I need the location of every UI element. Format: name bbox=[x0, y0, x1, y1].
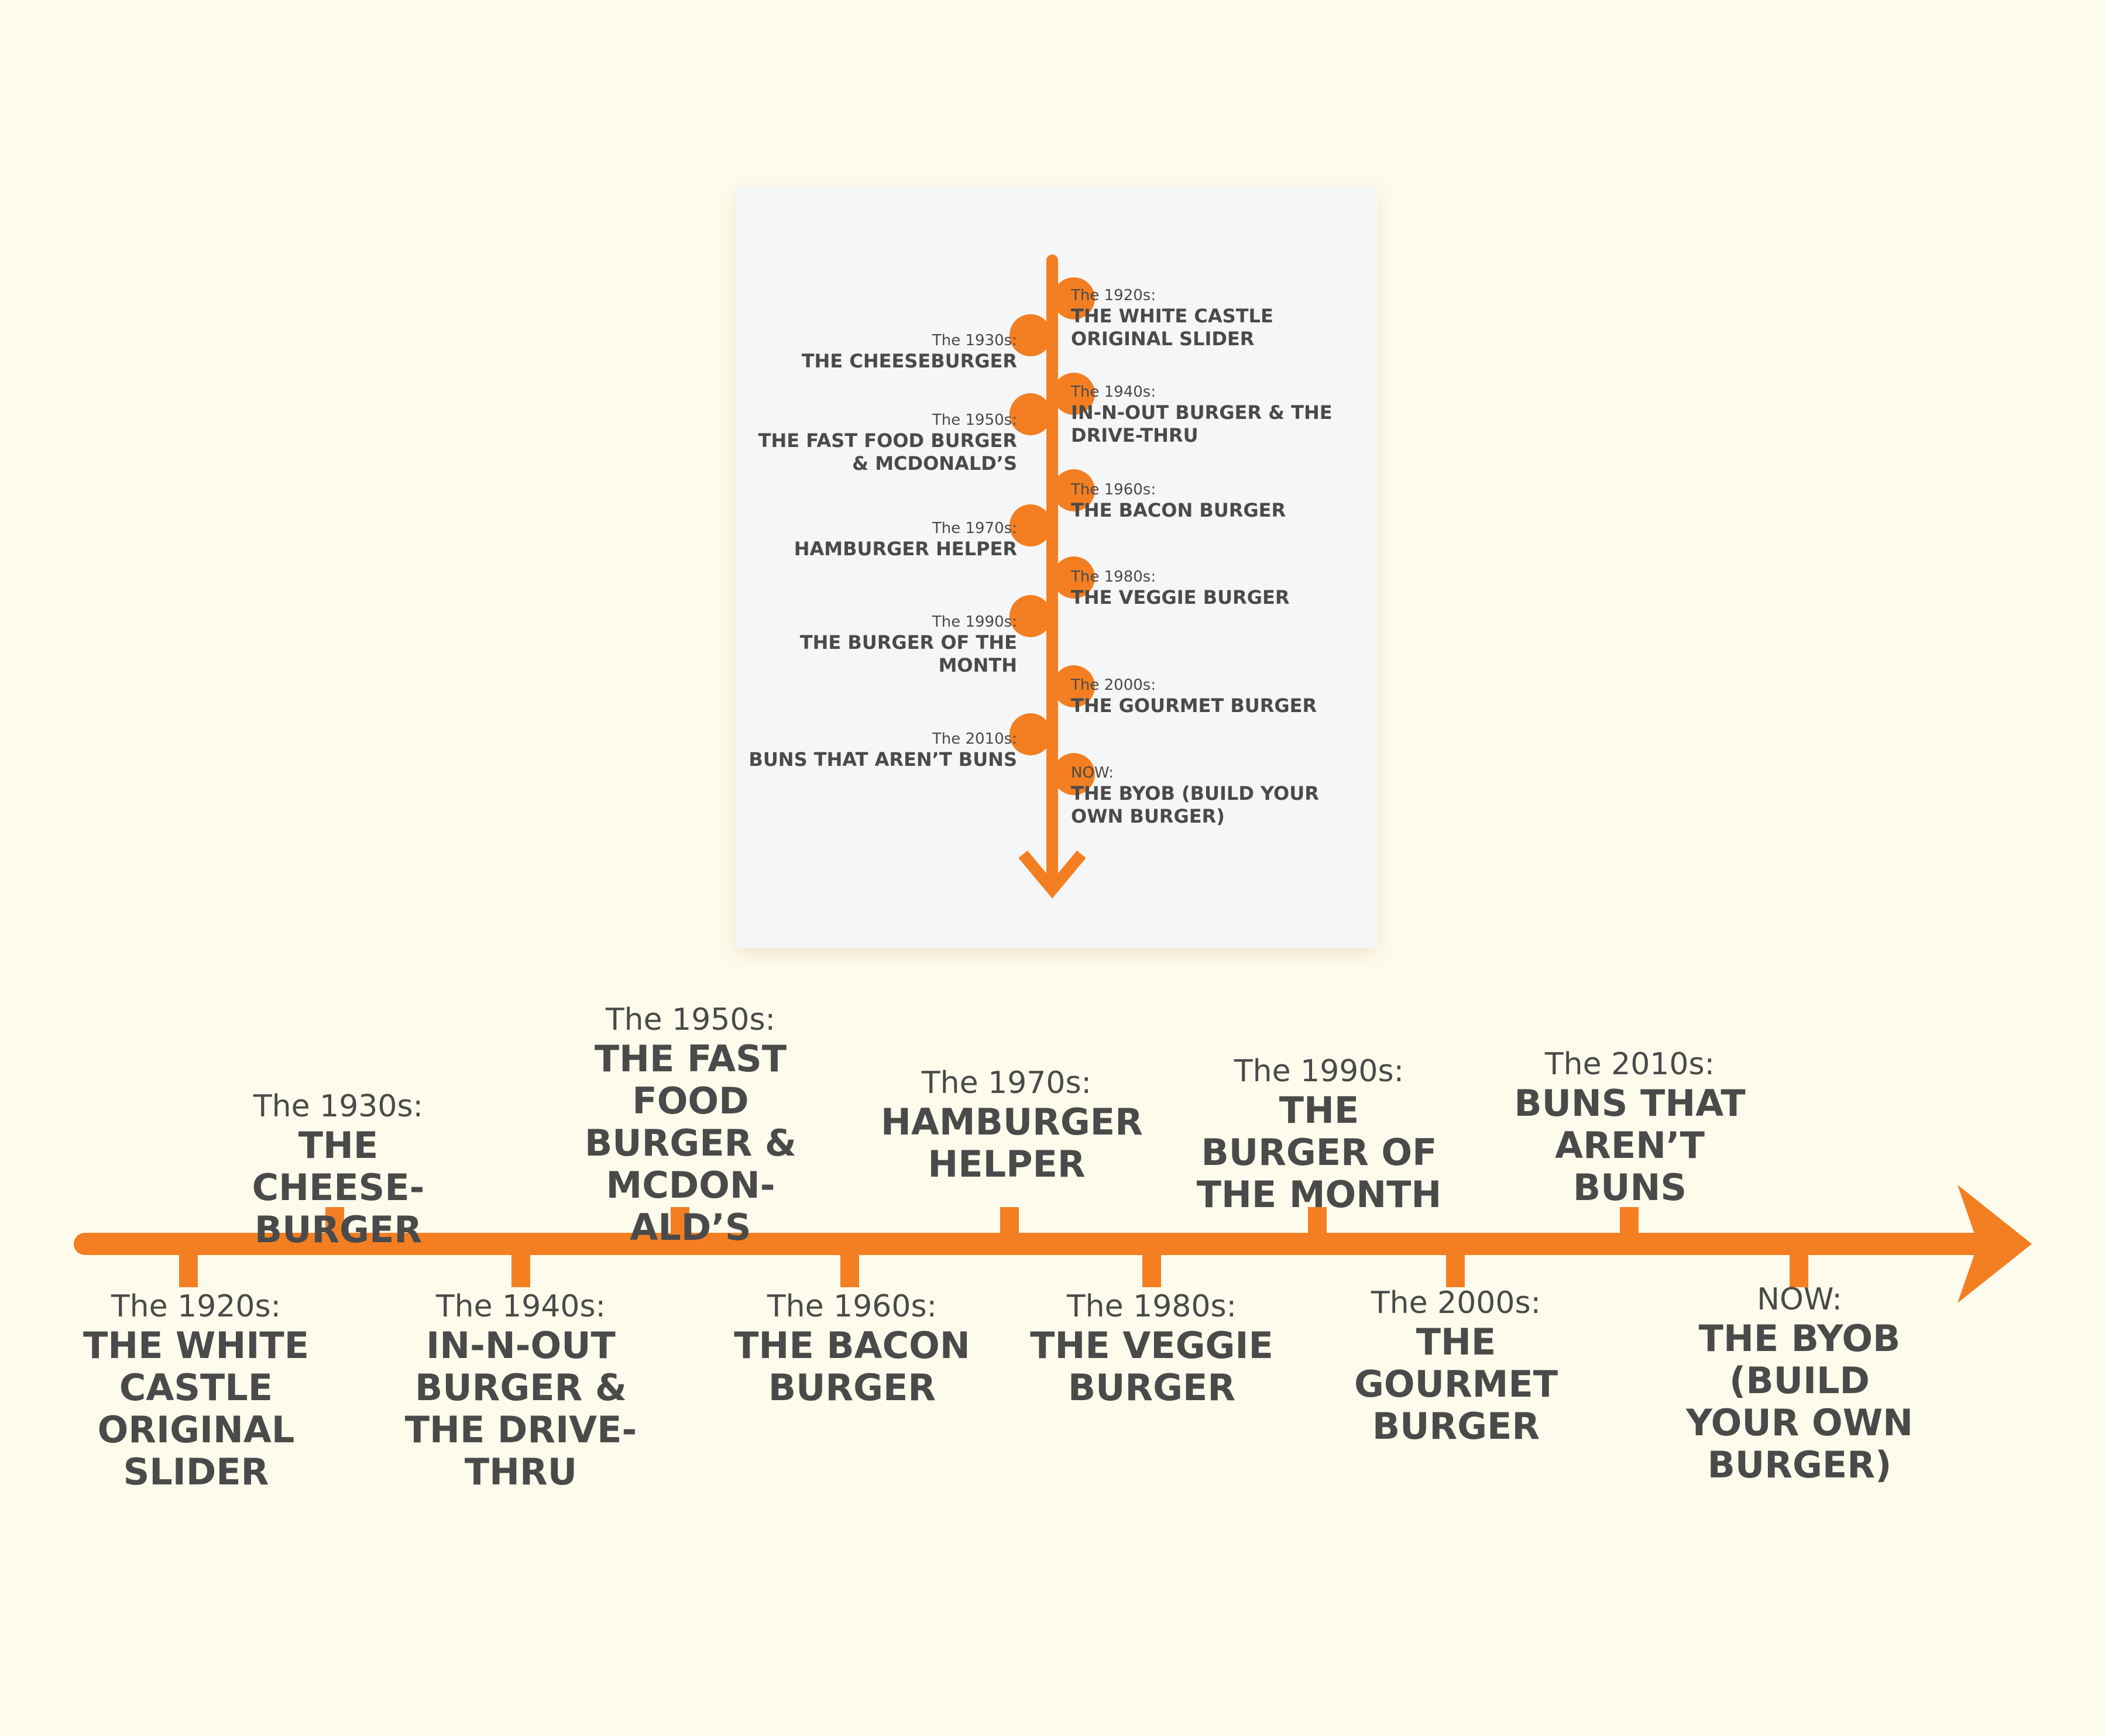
node-1940s bbox=[1053, 373, 1095, 415]
node-now bbox=[1053, 753, 1095, 795]
era-label: The 1950s: bbox=[932, 411, 1017, 429]
timeline-entry-1930s: The 1930s: THE CHEESE-BURGER bbox=[212, 1088, 464, 1251]
card-entry-1950s: The 1950s: THE FAST FOOD BURGER & MCDONA… bbox=[748, 411, 1017, 475]
card-entry-now: NOW: THE BYOB (BUILD YOUR OWN BURGER) bbox=[1071, 764, 1340, 827]
timeline-entry-1960s: The 1960s: THE BACON BURGER bbox=[726, 1288, 978, 1409]
era-label: The 1990s: bbox=[1234, 1054, 1405, 1089]
era-title: THE WHITE CASTLE ORIGINAL SLIDER bbox=[83, 1324, 310, 1494]
era-label: The 2000s: bbox=[1071, 676, 1156, 694]
era-label: The 1990s: bbox=[932, 613, 1017, 631]
node-1920s bbox=[1053, 277, 1095, 319]
era-title: THE BYOB (BUILD YOUR OWN BURGER) bbox=[1685, 1317, 1914, 1487]
node-1990s bbox=[1009, 595, 1052, 637]
era-title: THE CHEESE-BURGER bbox=[252, 1124, 425, 1252]
node-1980s bbox=[1053, 556, 1095, 599]
card-entry-1920s: The 1920s: THE WHITE CASTLE ORIGINAL SLI… bbox=[1071, 287, 1340, 350]
tick-1960s bbox=[840, 1245, 859, 1287]
era-title: THE GOURMET BURGER bbox=[1354, 1321, 1558, 1448]
era-title: BUNS THAT AREN’T BUNS bbox=[1514, 1082, 1746, 1209]
era-title: THE VEGGIE BURGER bbox=[1071, 586, 1290, 609]
card-entry-1960s: The 1960s: THE BACON BURGER bbox=[1071, 481, 1340, 522]
era-title: IN-N-OUT BURGER & THE DRIVE-THRU bbox=[404, 1324, 637, 1494]
era-label: The 1980s: bbox=[1066, 1289, 1237, 1324]
era-label: The 1940s: bbox=[435, 1289, 606, 1324]
node-2000s bbox=[1053, 665, 1095, 707]
card-entry-1940s: The 1940s: IN-N-OUT BURGER & THE DRIVE-T… bbox=[1071, 383, 1340, 446]
horizontal-axis-arrowhead bbox=[1958, 1185, 2032, 1303]
era-title: THE FAST FOOD BURGER & MCDONALD’S bbox=[758, 429, 1017, 475]
tick-1920s bbox=[179, 1245, 198, 1287]
era-label: NOW: bbox=[1071, 764, 1114, 782]
timeline-entry-1990s: The 1990s: THE BURGER OF THE MONTH bbox=[1193, 1053, 1445, 1216]
timeline-entry-1980s: The 1980s: THE VEGGIE BURGER bbox=[1026, 1288, 1278, 1409]
era-label: The 1940s: bbox=[1071, 383, 1156, 401]
era-label: The 1960s: bbox=[767, 1289, 938, 1324]
era-label: The 1930s: bbox=[932, 332, 1017, 349]
era-title: THE VEGGIE BURGER bbox=[1030, 1324, 1273, 1410]
era-label: The 1970s: bbox=[921, 1065, 1092, 1101]
era-label: The 1930s: bbox=[253, 1089, 424, 1124]
node-1950s bbox=[1009, 393, 1052, 435]
timeline-entry-1970s: The 1970s: HAMBURGER HELPER bbox=[881, 1065, 1143, 1186]
era-title: THE WHITE CASTLE ORIGINAL SLIDER bbox=[1071, 305, 1273, 350]
era-label: NOW: bbox=[1757, 1282, 1842, 1317]
era-title: HAMBURGER HELPER bbox=[881, 1101, 1143, 1186]
card-entry-1990s: The 1990s: THE BURGER OF THE MONTH bbox=[748, 613, 1017, 676]
tick-1950s bbox=[671, 1207, 689, 1242]
era-label: The 1920s: bbox=[111, 1289, 281, 1324]
tick-2000s bbox=[1446, 1245, 1465, 1287]
era-label: The 1950s: bbox=[605, 1002, 776, 1037]
era-label: The 2010s: bbox=[932, 730, 1017, 748]
timeline-entry-now: NOW: THE BYOB (BUILD YOUR OWN BURGER) bbox=[1674, 1281, 1925, 1486]
era-title: THE BURGER OF THE MONTH bbox=[1196, 1089, 1442, 1216]
tick-2010s bbox=[1620, 1207, 1639, 1242]
card-entry-2000s: The 2000s: THE GOURMET BURGER bbox=[1071, 676, 1340, 717]
card-entry-1980s: The 1980s: THE VEGGIE BURGER bbox=[1071, 568, 1340, 609]
era-label: The 2010s: bbox=[1544, 1047, 1715, 1082]
tick-1970s bbox=[1000, 1207, 1019, 1242]
timeline-entry-1920s: The 1920s: THE WHITE CASTLE ORIGINAL SLI… bbox=[70, 1288, 322, 1493]
node-1930s bbox=[1009, 314, 1052, 356]
node-1960s bbox=[1053, 469, 1095, 511]
era-title: BUNS THAT AREN’T BUNS bbox=[748, 748, 1017, 771]
tick-1980s bbox=[1142, 1245, 1161, 1287]
vertical-timeline-graphic bbox=[1009, 255, 1095, 899]
tick-1940s bbox=[511, 1245, 530, 1287]
vertical-axis-arrowhead bbox=[1018, 850, 1086, 899]
card-entry-1970s: The 1970s: HAMBURGER HELPER bbox=[748, 520, 1017, 561]
tick-1990s bbox=[1308, 1207, 1327, 1242]
era-title: IN-N-OUT BURGER & THE DRIVE-THRU bbox=[1071, 401, 1333, 446]
era-title: THE BURGER OF THE MONTH bbox=[799, 631, 1017, 676]
timeline-entry-2000s: The 2000s: THE GOURMET BURGER bbox=[1330, 1285, 1582, 1448]
era-label: The 1980s: bbox=[1071, 568, 1156, 586]
node-1970s bbox=[1009, 504, 1052, 546]
era-label: The 1970s: bbox=[932, 520, 1017, 537]
era-label: The 1920s: bbox=[1071, 287, 1156, 304]
era-title: THE CHEESEBURGER bbox=[801, 350, 1017, 373]
card-entry-1930s: The 1930s: THE CHEESEBURGER bbox=[748, 332, 1017, 373]
era-label: The 1960s: bbox=[1071, 481, 1156, 499]
timeline-entry-1940s: The 1940s: IN-N-OUT BURGER & THE DRIVE-T… bbox=[395, 1288, 647, 1493]
era-label: The 2000s: bbox=[1371, 1285, 1541, 1321]
era-title: HAMBURGER HELPER bbox=[794, 538, 1017, 561]
tick-now bbox=[1790, 1245, 1808, 1287]
era-title: THE BACON BURGER bbox=[734, 1324, 970, 1410]
era-title: THE GOURMET BURGER bbox=[1071, 695, 1317, 717]
card-entry-2010s: The 2010s: BUNS THAT AREN’T BUNS bbox=[748, 730, 1017, 771]
era-title: THE FAST FOOD BURGER & MCDON-ALD’S bbox=[585, 1037, 796, 1249]
vertical-timeline-card: The 1930s: THE CHEESEBURGER The 1950s: T… bbox=[736, 187, 1378, 948]
timeline-entry-1950s: The 1950s: THE FAST FOOD BURGER & MCDON-… bbox=[565, 1002, 816, 1249]
era-title: THE BACON BURGER bbox=[1071, 499, 1286, 522]
era-title: THE BYOB (BUILD YOUR OWN BURGER) bbox=[1071, 782, 1319, 827]
tick-1930s bbox=[325, 1207, 344, 1242]
timeline-entry-2010s: The 2010s: BUNS THAT AREN’T BUNS bbox=[1504, 1046, 1756, 1209]
node-2010s bbox=[1009, 713, 1052, 755]
